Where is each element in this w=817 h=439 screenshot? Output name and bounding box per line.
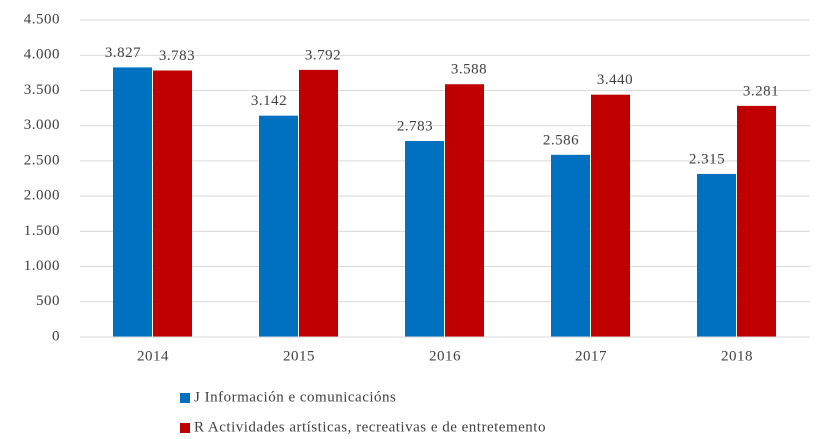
bar <box>445 84 484 337</box>
legend-label: R Actividades artísticas, recreativas e … <box>194 419 546 435</box>
legend-label: J Información e comunicacións <box>194 389 396 405</box>
bar <box>697 173 736 337</box>
bar <box>153 70 192 337</box>
value-label: 3.792 <box>305 47 341 63</box>
legend-swatch <box>180 423 190 433</box>
bar <box>299 69 338 337</box>
bar <box>551 154 590 337</box>
value-label: 2.586 <box>543 132 579 148</box>
value-label: 2.783 <box>397 118 433 134</box>
y-tick-label: 3.000 <box>24 117 60 133</box>
value-label: 3.142 <box>251 93 287 109</box>
value-label: 3.588 <box>451 62 487 78</box>
bar <box>737 105 776 337</box>
y-tick-label: 2.000 <box>24 188 60 204</box>
y-tick-label: 4.000 <box>24 47 60 63</box>
value-label: 3.440 <box>597 72 633 88</box>
value-label: 3.281 <box>743 83 779 99</box>
x-tick-label: 2015 <box>283 348 315 364</box>
y-tick-label: 4.500 <box>24 11 60 27</box>
y-tick-label: 1.500 <box>24 223 60 239</box>
x-tick-label: 2016 <box>429 348 461 364</box>
bar <box>591 94 630 337</box>
x-tick-label: 2018 <box>721 348 753 364</box>
value-label: 3.827 <box>105 45 141 61</box>
x-tick-label: 2017 <box>575 348 607 364</box>
y-tick-label: 500 <box>36 293 60 309</box>
bar <box>259 115 298 337</box>
value-label: 2.315 <box>689 151 725 167</box>
y-tick-label: 2.500 <box>24 152 60 168</box>
y-tick-label: 3.500 <box>24 82 60 98</box>
y-tick-label: 0 <box>52 328 60 344</box>
legend-swatch <box>180 393 190 403</box>
y-tick-label: 1.000 <box>24 258 60 274</box>
x-tick-label: 2014 <box>137 348 169 364</box>
bar <box>113 67 152 337</box>
bar <box>405 140 444 337</box>
value-label: 3.783 <box>159 48 195 64</box>
